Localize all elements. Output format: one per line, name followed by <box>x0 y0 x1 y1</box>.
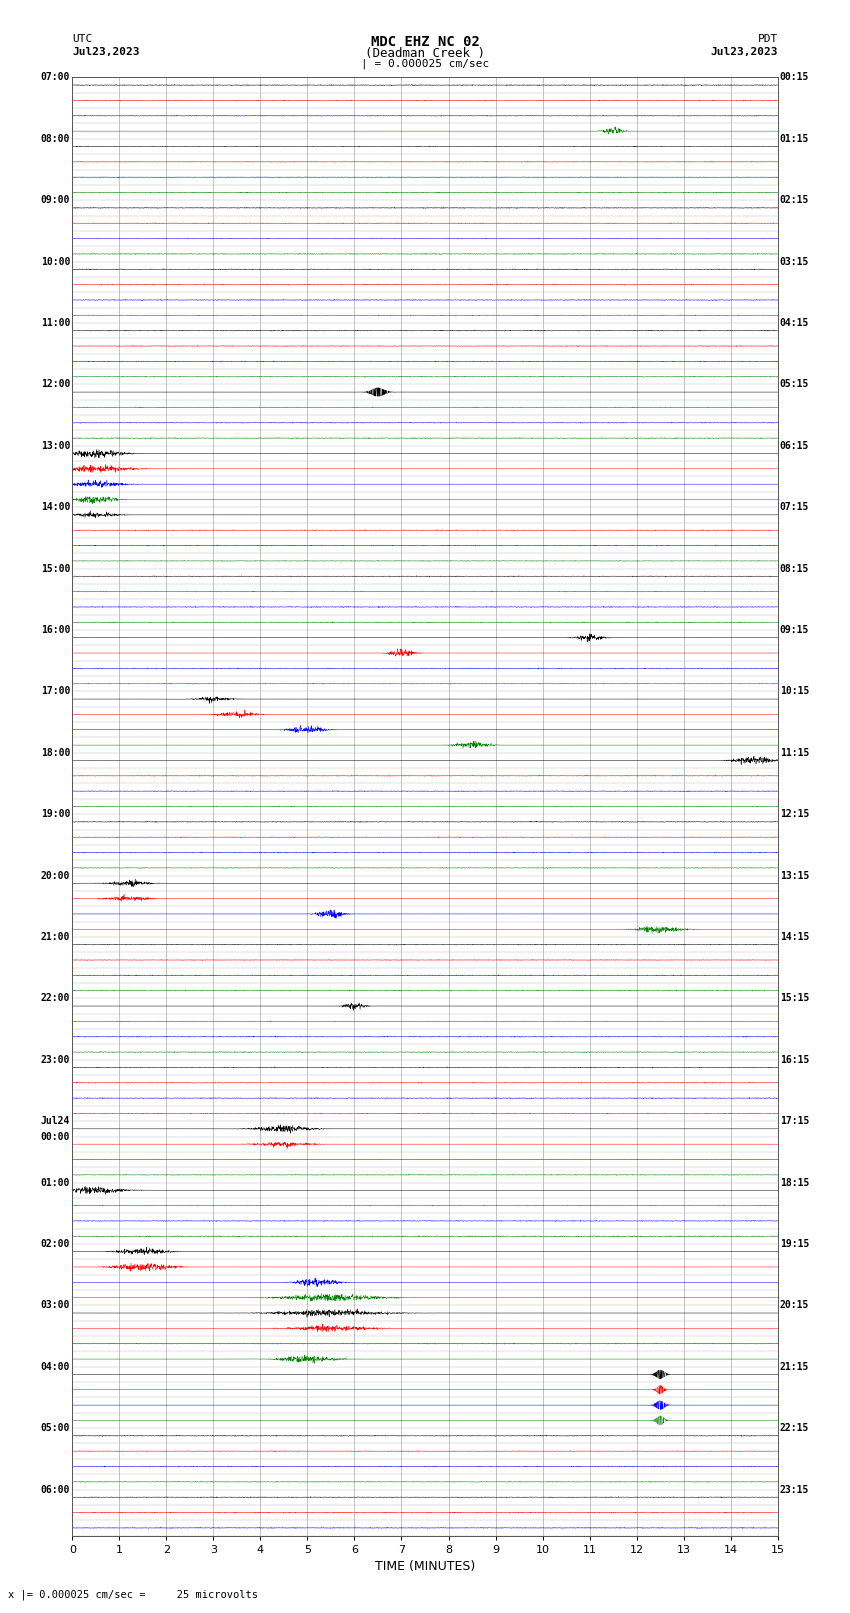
Text: 11:00: 11:00 <box>41 318 71 327</box>
Text: Jul23,2023: Jul23,2023 <box>711 47 778 56</box>
Text: 16:15: 16:15 <box>779 1055 809 1065</box>
Text: 17:15: 17:15 <box>779 1116 809 1126</box>
Text: 00:15: 00:15 <box>779 73 809 82</box>
Text: 21:15: 21:15 <box>779 1361 809 1371</box>
Text: 01:00: 01:00 <box>41 1177 71 1187</box>
Text: 19:15: 19:15 <box>779 1239 809 1248</box>
Text: Jul24: Jul24 <box>41 1116 71 1126</box>
Text: 06:00: 06:00 <box>41 1484 71 1495</box>
Text: 20:15: 20:15 <box>779 1300 809 1310</box>
Text: 09:15: 09:15 <box>779 624 809 636</box>
Text: 10:15: 10:15 <box>779 687 809 697</box>
Text: 18:15: 18:15 <box>779 1177 809 1187</box>
Text: 05:00: 05:00 <box>41 1423 71 1432</box>
Text: 22:00: 22:00 <box>41 994 71 1003</box>
Text: | = 0.000025 cm/sec: | = 0.000025 cm/sec <box>361 58 489 69</box>
Text: PDT: PDT <box>757 34 778 44</box>
Text: 08:15: 08:15 <box>779 563 809 574</box>
Text: 13:15: 13:15 <box>779 871 809 881</box>
Text: 03:15: 03:15 <box>779 256 809 266</box>
Text: Jul23,2023: Jul23,2023 <box>72 47 139 56</box>
Text: 18:00: 18:00 <box>41 748 71 758</box>
Text: (Deadman Creek ): (Deadman Creek ) <box>365 47 485 60</box>
Text: 07:15: 07:15 <box>779 502 809 513</box>
Text: 21:00: 21:00 <box>41 932 71 942</box>
Text: 17:00: 17:00 <box>41 687 71 697</box>
Text: 02:15: 02:15 <box>779 195 809 205</box>
Text: 12:00: 12:00 <box>41 379 71 389</box>
Text: 11:15: 11:15 <box>779 748 809 758</box>
Text: 19:00: 19:00 <box>41 810 71 819</box>
Text: 05:15: 05:15 <box>779 379 809 389</box>
Text: 04:00: 04:00 <box>41 1361 71 1371</box>
Text: 03:00: 03:00 <box>41 1300 71 1310</box>
Text: MDC EHZ NC 02: MDC EHZ NC 02 <box>371 35 479 50</box>
Text: 15:15: 15:15 <box>779 994 809 1003</box>
Text: 00:00: 00:00 <box>41 1131 71 1142</box>
Text: 12:15: 12:15 <box>779 810 809 819</box>
Text: 22:15: 22:15 <box>779 1423 809 1432</box>
Text: 09:00: 09:00 <box>41 195 71 205</box>
Text: 15:00: 15:00 <box>41 563 71 574</box>
Text: 02:00: 02:00 <box>41 1239 71 1248</box>
Text: 06:15: 06:15 <box>779 440 809 450</box>
Text: 10:00: 10:00 <box>41 256 71 266</box>
Text: 07:00: 07:00 <box>41 73 71 82</box>
Text: x |= 0.000025 cm/sec =     25 microvolts: x |= 0.000025 cm/sec = 25 microvolts <box>8 1589 258 1600</box>
Text: 08:00: 08:00 <box>41 134 71 144</box>
X-axis label: TIME (MINUTES): TIME (MINUTES) <box>375 1560 475 1573</box>
Text: UTC: UTC <box>72 34 93 44</box>
Text: 01:15: 01:15 <box>779 134 809 144</box>
Text: 23:00: 23:00 <box>41 1055 71 1065</box>
Text: 23:15: 23:15 <box>779 1484 809 1495</box>
Text: 13:00: 13:00 <box>41 440 71 450</box>
Text: 20:00: 20:00 <box>41 871 71 881</box>
Text: 14:15: 14:15 <box>779 932 809 942</box>
Text: 04:15: 04:15 <box>779 318 809 327</box>
Text: 14:00: 14:00 <box>41 502 71 513</box>
Text: 16:00: 16:00 <box>41 624 71 636</box>
